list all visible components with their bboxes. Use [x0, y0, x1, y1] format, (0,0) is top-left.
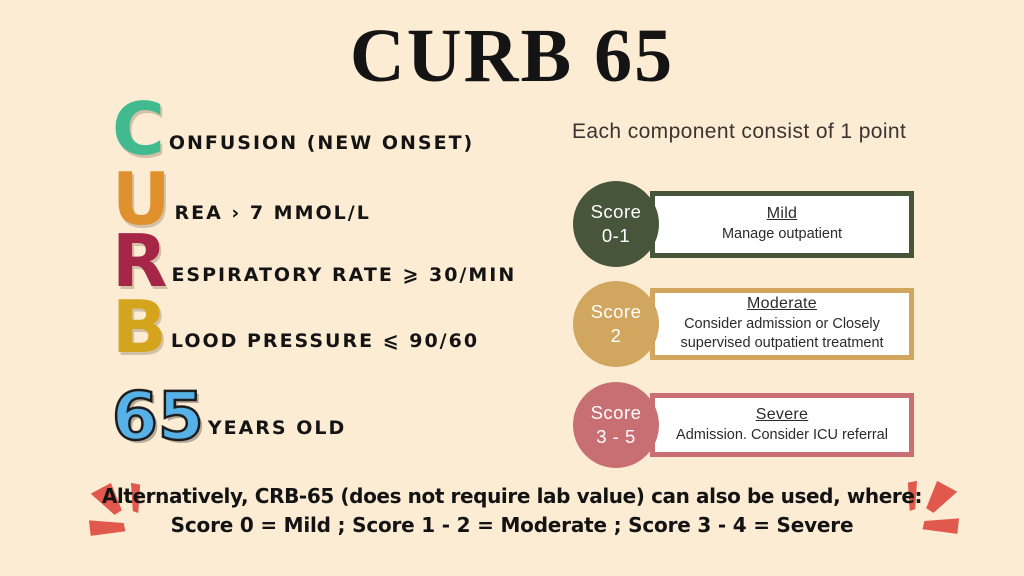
- criterion-text-blood-pressure: LOOD PRESSURE ⩽ 90/60: [170, 329, 480, 352]
- criterion-text-confusion: ONFUSION (NEW ONSET): [168, 131, 475, 154]
- score-row-moderate: Score 2 Moderate Consider admission or C…: [573, 281, 914, 367]
- severity-title-moderate: Moderate: [747, 295, 817, 313]
- severity-description-moderate: Consider admission or Closely supervised…: [680, 316, 884, 351]
- criterion-blood-pressure: B LOOD PRESSURE ⩽ 90/60: [112, 285, 480, 369]
- score-circle-label: Score: [590, 200, 642, 222]
- criterion-letter-c: C: [112, 87, 165, 171]
- criterion-respiratory-rate: R ESPIRATORY RATE ⩾ 30/MIN: [112, 219, 517, 303]
- points-note: Each component consist of 1 point: [572, 120, 907, 143]
- criterion-letter-b: B: [112, 285, 167, 369]
- footer-note-line2: Score 0 = Mild ; Score 1 - 2 = Moderate …: [170, 513, 854, 537]
- criterion-text-respiratory-rate: ESPIRATORY RATE ⩾ 30/MIN: [171, 263, 517, 286]
- severity-box-moderate: Moderate Consider admission or Closely s…: [650, 288, 914, 360]
- emphasis-burst-left-icon: [88, 482, 141, 536]
- footer-note-line1: Alternatively, CRB-65 (does not require …: [101, 484, 923, 508]
- score-row-severe: Score 3 - 5 Severe Admission. Consider I…: [573, 382, 914, 468]
- score-circle-severe: Score 3 - 5: [573, 382, 659, 468]
- severity-box-mild: Mild Manage outpatient: [650, 190, 914, 258]
- criterion-text-urea: REA › 7 MMOL/L: [174, 201, 371, 224]
- severity-description-severe: Admission. Consider ICU referral: [676, 426, 888, 443]
- score-row-mild: Score 0-1 Mild Manage outpatient: [573, 181, 914, 267]
- emphasis-burst-right-icon: [907, 480, 960, 534]
- score-circle-mild: Score 0-1: [573, 181, 659, 267]
- criterion-confusion: C ONFUSION (NEW ONSET): [112, 87, 475, 171]
- criterion-urea: U REA › 7 MMOL/L: [112, 157, 371, 241]
- criterion-letter-r: R: [112, 219, 168, 303]
- score-circle-value: 3 - 5: [596, 426, 636, 447]
- severity-title-mild: Mild: [766, 204, 798, 222]
- page-title: CURB 65: [349, 14, 675, 98]
- severity-title-severe: Severe: [755, 405, 809, 423]
- criterion-letter-65: 65: [111, 378, 205, 455]
- criterion-letter-u: U: [112, 157, 171, 241]
- score-circle-value: 2: [610, 325, 622, 346]
- score-circle-label: Score: [590, 300, 642, 322]
- score-circle-label: Score: [590, 401, 642, 423]
- criterion-age: 65 YEARS OLD: [111, 378, 347, 455]
- criterion-text-age: YEARS OLD: [207, 417, 347, 440]
- severity-description-mild: Manage outpatient: [721, 225, 843, 242]
- criteria-list: C ONFUSION (NEW ONSET) U REA › 7 MMOL/L …: [111, 87, 517, 455]
- score-circle-moderate: Score 2: [573, 281, 659, 367]
- score-circle-value: 0-1: [601, 225, 631, 246]
- severity-box-severe: Severe Admission. Consider ICU referral: [650, 393, 914, 457]
